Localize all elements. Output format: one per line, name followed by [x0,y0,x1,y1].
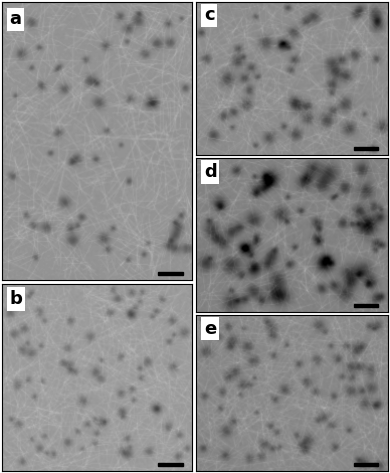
Text: a: a [10,10,21,28]
Bar [158,272,183,275]
Text: b: b [10,290,23,308]
Text: e: e [204,320,216,338]
Bar [353,463,378,466]
Text: c: c [204,7,214,25]
Bar [353,147,378,150]
Bar [353,304,378,307]
Text: d: d [204,163,216,181]
Bar [158,463,183,466]
